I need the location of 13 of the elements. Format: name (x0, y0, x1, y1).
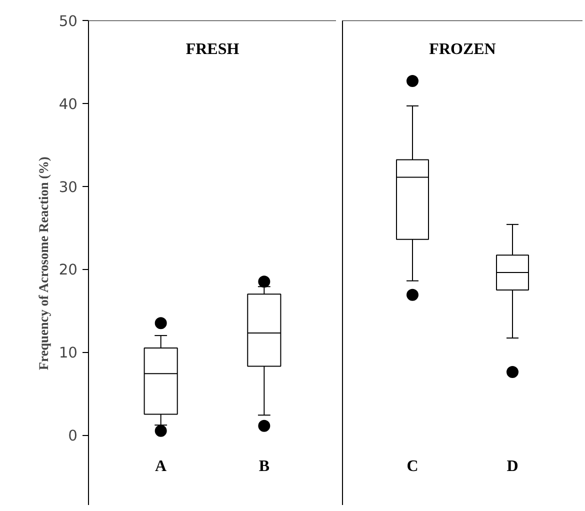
y-tick-label: 10 (58, 344, 78, 362)
x-tick-label: C (406, 458, 418, 476)
x-tick-label: D (506, 458, 518, 476)
y-tick-label: 30 (58, 178, 78, 196)
x-tick-label: B (258, 458, 270, 476)
y-axis-title: Frequency of Acrosome Reaction (%) (36, 156, 51, 370)
x-tick-label: A (155, 458, 168, 476)
y-tick-label: 40 (58, 96, 78, 113)
text: FROZEN (429, 41, 496, 58)
y-tick-label: 0 (68, 428, 78, 445)
text: FRESH (186, 41, 240, 58)
y-tick-label: 50 (58, 13, 78, 30)
y-tick-label: 20 (58, 262, 78, 279)
